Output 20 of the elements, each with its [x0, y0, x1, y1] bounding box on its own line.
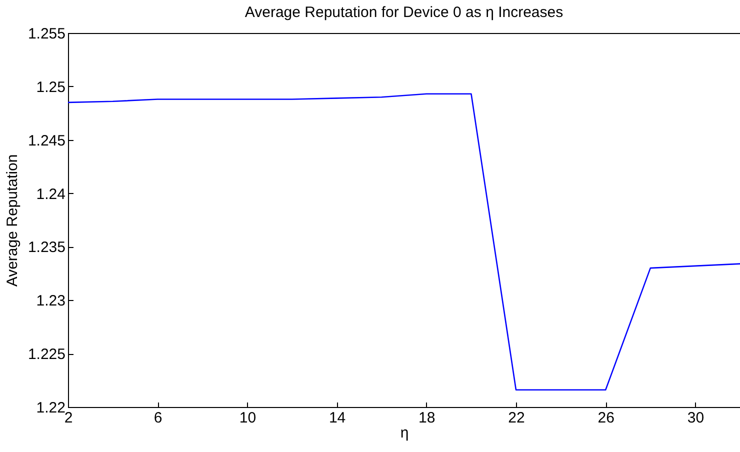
- y-tick-label: 1.25: [36, 78, 66, 96]
- x-axis-title: η: [400, 424, 409, 442]
- y-tick-label: 1.225: [28, 346, 66, 364]
- x-tick-label: 30: [687, 410, 704, 426]
- x-tick-label: 14: [328, 410, 346, 426]
- x-tick-label: 10: [239, 410, 256, 426]
- chart-title: Average Reputation for Device 0 as η Increases: [244, 4, 564, 21]
- x-tick-label: 26: [598, 410, 614, 426]
- y-tick-label: 1.235: [28, 239, 66, 256]
- y-tick-label: 1.255: [28, 26, 66, 42]
- y-tick-label: 1.245: [28, 132, 66, 150]
- y-tick-label: 1.24: [36, 186, 66, 203]
- x-tick-label: 18: [418, 410, 436, 426]
- y-tick-label: 1.23: [36, 292, 66, 310]
- x-tick-label: 2: [64, 410, 73, 426]
- x-tick-label: 6: [154, 410, 162, 426]
- y-tick-label: 1.22: [36, 400, 66, 416]
- y-axis-title: Average Reputation: [4, 154, 21, 287]
- line-series: [67, 93, 740, 391]
- x-tick-label: 22: [508, 410, 525, 426]
